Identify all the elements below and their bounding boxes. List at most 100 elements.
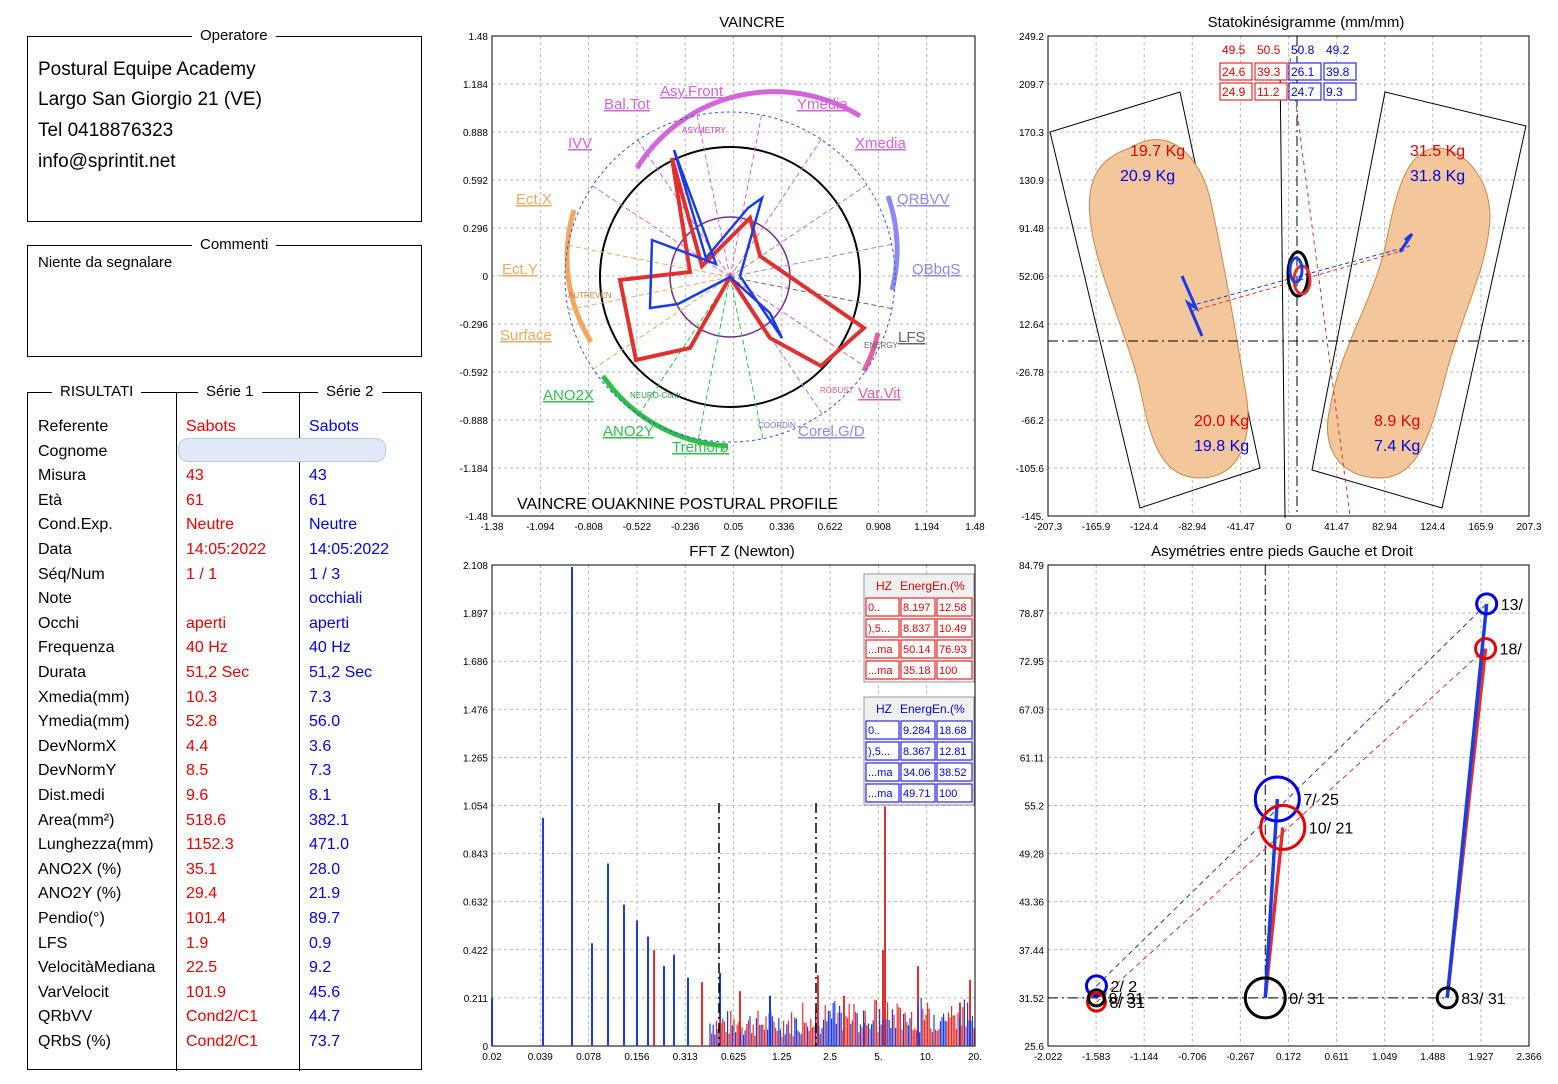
y-tick-label: -0.296 <box>460 320 489 331</box>
vaincre-polygon-s2 <box>648 149 784 339</box>
vaincre-axis-label: Bal.Tot <box>604 96 651 113</box>
table-value: 49.71 <box>903 788 931 800</box>
x-tick-label: 165.9 <box>1468 522 1493 533</box>
table-value: 0.. <box>868 602 880 614</box>
result-serie1-value: 9.6 <box>186 787 209 804</box>
result-label: Dist.medi <box>38 787 105 804</box>
result-serie2-value: 61 <box>309 491 327 509</box>
result-label: Durata <box>38 664 87 681</box>
x-tick-label: 124.4 <box>1420 522 1445 533</box>
result-serie1-value: 101.4 <box>186 910 227 927</box>
stato-value: 39.3 <box>1257 65 1281 79</box>
y-tick-label: 0.592 <box>463 176 488 187</box>
y-tick-label: 209.7 <box>1019 80 1044 91</box>
operator-line: info@sprintit.net <box>38 151 176 172</box>
result-serie1-value: 8.5 <box>186 762 209 780</box>
result-label: ANO2Y (%) <box>38 885 122 903</box>
statokinesigram-chart: Statokinésigramme (mm/mm) -207.3 -165.9 -1… <box>1016 14 1542 533</box>
result-serie2-value: 56.0 <box>309 713 341 731</box>
asym-point <box>1243 976 1287 1020</box>
table-value: 12.81 <box>939 746 967 758</box>
load-label: 31.8 Kg <box>1410 168 1465 185</box>
asym-point <box>1474 637 1498 661</box>
result-serie1-value: 40 Hz <box>186 639 228 657</box>
x-tick-label: -165.9 <box>1082 522 1111 533</box>
x-tick-label: 41.47 <box>1324 522 1349 533</box>
x-tick-label: -82.94 <box>1178 522 1207 533</box>
table-cell <box>865 597 900 617</box>
result-label: ANO2X (%) <box>38 860 122 878</box>
result-serie1-value: 29.4 <box>186 885 218 903</box>
x-tick-label: 1.488 <box>1420 1052 1445 1063</box>
result-serie1-value: Neutre <box>186 516 235 534</box>
y-tick-label: 78.87 <box>1019 609 1044 620</box>
result-serie2-value: 1 / 3 <box>309 565 341 583</box>
table-value: ),5... <box>868 746 890 758</box>
vaincre-title: VAINCRE <box>719 14 785 31</box>
left-foot-shape <box>1088 139 1249 479</box>
table-cell <box>936 597 973 617</box>
x-tick-label: 0.908 <box>866 522 891 533</box>
asym-point-label: 10/ 21 <box>1309 820 1354 837</box>
result-label: Area(mm²) <box>38 811 115 829</box>
asym-point <box>1435 986 1459 1010</box>
vaincre-axis-label: LFS <box>898 329 926 346</box>
x-tick-label: 1.049 <box>1372 1052 1397 1063</box>
stato-value-box <box>1288 82 1322 101</box>
column-divider <box>176 393 177 1071</box>
result-label: Pendio(°) <box>38 910 105 927</box>
result-serie2-value: 8.1 <box>309 787 332 804</box>
table-cell <box>936 720 973 740</box>
stato-value: 9.3 <box>1326 85 1343 99</box>
x-tick-label: -0.236 <box>671 522 700 533</box>
x-tick-label: 0.625 <box>721 1052 746 1063</box>
comments-text: Niente da segnalare <box>38 254 173 271</box>
load-label: 19.8 Kg <box>1194 438 1249 455</box>
result-label: DevNormX <box>38 737 117 755</box>
stato-value-box <box>1323 82 1357 101</box>
table-cell <box>865 762 900 782</box>
table-value: 8.837 <box>903 623 931 635</box>
result-serie2-value: 44.7 <box>309 1008 341 1026</box>
y-tick-label: 84.79 <box>1019 561 1044 572</box>
result-serie1-value: 22.5 <box>186 959 218 977</box>
top-value-s1: 50.5 <box>1257 43 1281 57</box>
vaincre-axis-label: ANO2Y <box>603 423 654 440</box>
result-label: QRbS (%) <box>38 1033 111 1050</box>
cognome-field[interactable] <box>178 438 386 462</box>
asym-title: Asymétries entre pieds Gauche et Droit <box>1151 543 1414 560</box>
y-tick-label: -66.2 <box>1021 416 1044 427</box>
vaincre-spoke <box>729 114 763 278</box>
vaincre-spoke <box>696 115 731 278</box>
table-value: 12.58 <box>939 602 967 614</box>
x-tick-label: 0.02 <box>482 1052 502 1063</box>
orientation-line <box>1289 57 1351 517</box>
vaincre-axis-label: QBbqS <box>912 261 960 278</box>
vaincre-axis-label: Asy.Front <box>660 83 724 100</box>
vaincre-spoke <box>729 276 764 439</box>
x-tick-label: 2.366 <box>1516 1052 1541 1063</box>
asym-point-label: 83/ 31 <box>1461 991 1506 1008</box>
plot-frame <box>491 35 976 517</box>
y-tick-label: 0.632 <box>463 898 488 909</box>
result-label: Séq/Num <box>38 565 105 583</box>
vaincre-arc-label: NEURO-Contr <box>630 391 681 400</box>
y-tick-label: 249.2 <box>1019 32 1044 43</box>
result-serie2-value: 14:05:2022 <box>309 541 390 558</box>
x-tick-label: -1.38 <box>481 522 504 533</box>
load-label: 31.5 Kg <box>1410 143 1465 160</box>
result-serie2-value: 0.9 <box>309 934 332 952</box>
result-label: VelocitàMediana <box>38 959 156 977</box>
y-tick-label: 25.6 <box>1025 1042 1045 1053</box>
vaincre-spoke <box>592 185 731 278</box>
result-label: QRbVV <box>38 1008 93 1026</box>
asymmetry-chart: Asymétries entre pieds Gauche et Droit -… <box>1019 543 1542 1063</box>
operator-title: Operatore <box>192 27 276 44</box>
x-tick-label: 0.172 <box>1276 1052 1301 1063</box>
vaincre-axis-label: Var.Vit <box>858 385 902 402</box>
table-value: 100 <box>939 788 957 800</box>
table-value: ...ma <box>868 767 893 779</box>
table-cell <box>936 783 973 803</box>
stato-value: 24.6 <box>1222 65 1246 79</box>
y-tick-label: 130.9 <box>1019 176 1044 187</box>
